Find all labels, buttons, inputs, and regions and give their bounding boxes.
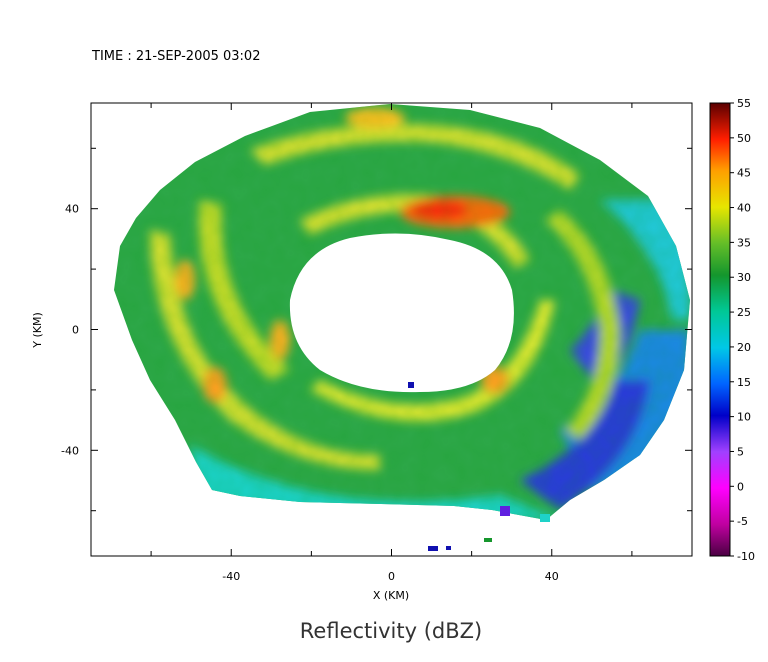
colorbar-tick-label: -10 xyxy=(737,550,755,563)
y-axis-label: Y (KM) xyxy=(31,312,44,349)
y-tick-label: 40 xyxy=(65,203,79,216)
x-axis-label: X (KM) xyxy=(373,589,409,602)
echo-speckles xyxy=(408,382,550,551)
colorbar-tick-label: 40 xyxy=(737,202,751,215)
colorbar-tick-label: 45 xyxy=(737,167,751,180)
eye-region xyxy=(289,233,514,393)
reflectivity-field xyxy=(114,104,690,551)
colorbar-tick-label: 25 xyxy=(737,306,751,319)
colorbar-tick-label: 35 xyxy=(737,236,751,249)
x-tick-label: -40 xyxy=(222,570,240,583)
colorbar-tick-label: 20 xyxy=(737,341,751,354)
colorbar-tick-label: 15 xyxy=(737,376,751,389)
y-tick-labels: -40 0 40 xyxy=(61,203,79,458)
x-tick-label: 40 xyxy=(545,570,559,583)
time-label: TIME : 21-SEP-2005 03:02 xyxy=(91,49,260,64)
colorbar-tick-label: -5 xyxy=(737,515,748,528)
colorbar-tick-label: 5 xyxy=(737,445,744,458)
colorbar xyxy=(709,102,731,557)
chart-title: Reflectivity (dBZ) xyxy=(300,619,482,643)
x-tick-labels: -40 0 40 xyxy=(222,570,559,583)
colorbar-tick-label: 30 xyxy=(737,271,751,284)
x-tick-label: 0 xyxy=(388,570,395,583)
colorbar-tick-label: 0 xyxy=(737,480,744,493)
axis-ticks xyxy=(91,103,692,556)
colorbar-tick-label: 10 xyxy=(737,411,751,424)
colorbar-tick-label: 50 xyxy=(737,132,751,145)
echo-region xyxy=(114,104,690,520)
y-tick-label: 0 xyxy=(72,324,79,337)
y-tick-label: -40 xyxy=(61,444,79,457)
colorbar-tick-label: 55 xyxy=(737,97,751,110)
